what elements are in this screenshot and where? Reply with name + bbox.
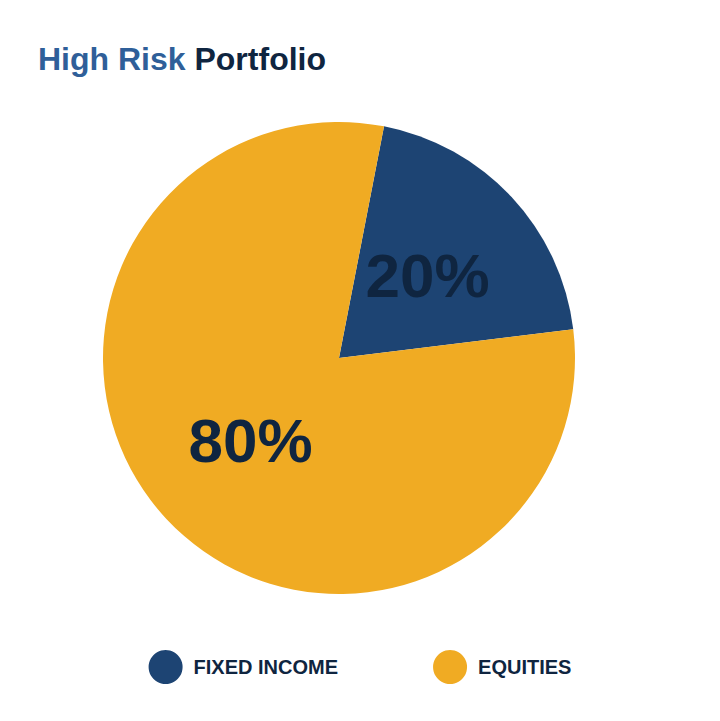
svg-text:20%: 20% — [365, 241, 489, 310]
svg-text:High Risk: High Risk — [38, 41, 186, 77]
svg-text:80%: 80% — [188, 406, 312, 475]
svg-text:EQUITIES: EQUITIES — [478, 656, 571, 678]
svg-text:Portfolio: Portfolio — [186, 41, 326, 77]
svg-text:FIXED INCOME: FIXED INCOME — [194, 656, 338, 678]
